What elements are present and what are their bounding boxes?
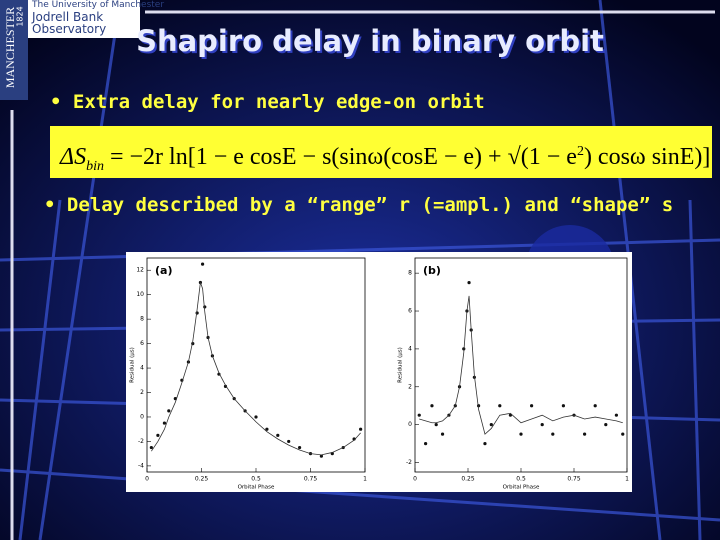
y-axis-label: Residual (µs)	[398, 347, 404, 383]
data-point	[467, 281, 471, 285]
data-point	[614, 413, 618, 417]
title: Shapiro delay in binary orbit	[136, 24, 604, 58]
equation: ΔSbin = −2r ln[1 − e cosE − s(sinω(cosE …	[50, 126, 712, 178]
data-point	[319, 454, 323, 458]
data-point	[223, 384, 228, 388]
y-tick-label: 2	[408, 383, 412, 390]
y-tick-label: 0	[408, 421, 412, 428]
side-logo: MANCHESTER 1824	[0, 0, 28, 100]
x-tick-label: 0.75	[304, 476, 318, 483]
y-tick-label: 10	[136, 291, 144, 298]
data-point	[265, 427, 269, 431]
y-tick-label: 6	[408, 308, 412, 315]
bullet: • Extra delay for nearly edge-on orbit	[50, 91, 485, 113]
data-point	[149, 445, 153, 450]
data-point	[593, 404, 597, 408]
model-curve	[419, 295, 623, 435]
y-tick-label: -2	[138, 438, 144, 445]
x-tick-label: 0.25	[461, 476, 475, 483]
data-point	[156, 433, 160, 437]
y-tick-label: -4	[138, 462, 144, 469]
eq-part: ΔS	[60, 144, 87, 170]
y-tick-label: 8	[408, 270, 412, 277]
unit: Observatory	[32, 22, 107, 36]
data-point	[530, 404, 534, 408]
x-tick-label: 0.75	[567, 476, 581, 483]
data-point	[583, 432, 587, 436]
data-point	[561, 404, 565, 408]
bullet-text: Extra delay for nearly edge-on orbit	[72, 91, 485, 113]
data-point	[434, 423, 438, 427]
x-tick-label: 0.5	[516, 476, 526, 483]
data-point	[621, 432, 625, 436]
unit: Jodrell Bank	[32, 10, 104, 24]
eq-part: bin	[86, 159, 104, 174]
eq-part: ) cosω sinE)]	[583, 144, 711, 170]
eq-part: 2	[576, 144, 584, 159]
bullet: • Delay described by a “range” r (=ampl.…	[44, 194, 674, 216]
eq-sub: bin	[86, 158, 104, 174]
bullet-text: Delay described by a “range” r (=ampl.) …	[66, 194, 674, 216]
y-tick-label: 8	[140, 316, 144, 323]
data-point	[551, 432, 555, 436]
university: The University of Manchester	[32, 0, 165, 10]
x-tick-label: 0	[413, 476, 417, 483]
y-tick-label: 2	[140, 389, 144, 396]
x-axis-label: Orbital Phase	[503, 485, 540, 491]
x-tick-label: 1	[363, 476, 367, 483]
panel-label: (a)	[155, 264, 172, 277]
y-tick-label: 6	[140, 340, 144, 347]
x-axis-label: Orbital Phase	[238, 485, 275, 491]
model-curve	[151, 282, 361, 456]
y-tick-label: -2	[406, 459, 412, 466]
y-tick-label: 4	[408, 345, 412, 352]
panel-label: (b)	[423, 264, 441, 277]
y-tick-label: 4	[140, 365, 144, 372]
x-tick-label: 0.25	[195, 476, 209, 483]
x-tick-label: 0.5	[251, 476, 261, 483]
data-point	[440, 432, 445, 436]
data-point	[424, 441, 428, 446]
data-point	[540, 423, 544, 427]
data-point	[359, 427, 363, 431]
data-point	[483, 441, 487, 446]
data-point	[498, 404, 502, 408]
y-axis-label: Residual (µs)	[130, 347, 136, 383]
y-tick-label: 12	[136, 267, 144, 274]
eq-part: = −2r ln[1 − e cosE − s(sinω(cosE − e) +…	[109, 144, 577, 170]
data-point	[489, 423, 493, 427]
data-point	[162, 421, 167, 425]
data-point	[604, 423, 608, 427]
data-point	[298, 445, 302, 450]
data-point	[254, 415, 258, 419]
data-point	[167, 409, 171, 413]
y-tick-label: 0	[140, 413, 144, 420]
data-point	[430, 404, 434, 408]
data-point	[200, 262, 205, 266]
x-tick-label: 0	[145, 476, 149, 483]
data-point	[287, 439, 291, 444]
data-point	[417, 413, 421, 417]
x-tick-label: 1	[625, 476, 629, 483]
data-point	[519, 432, 523, 436]
data-point	[276, 433, 280, 437]
